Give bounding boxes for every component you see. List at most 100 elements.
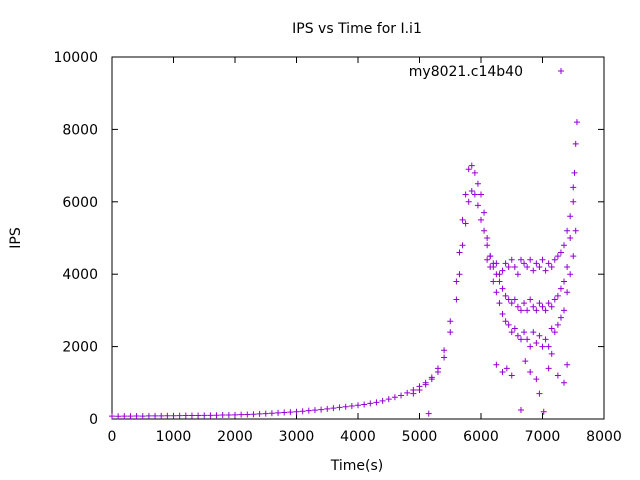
data-point	[522, 358, 529, 365]
data-point	[508, 372, 515, 379]
data-point	[517, 406, 524, 413]
legend-marker-icon	[558, 68, 564, 74]
data-point	[447, 329, 454, 336]
data-point	[517, 336, 524, 343]
data-point	[517, 256, 524, 263]
data-point	[542, 336, 549, 343]
data-point	[499, 311, 506, 318]
legend-marker-icon	[558, 68, 564, 74]
data-point	[505, 296, 512, 303]
data-point	[530, 267, 537, 274]
data-point	[502, 260, 509, 267]
data-point	[441, 354, 448, 361]
data-point	[468, 162, 475, 169]
data-point	[496, 278, 503, 285]
data-point	[554, 253, 561, 260]
data-point	[540, 408, 547, 415]
data-point	[557, 314, 564, 321]
data-point	[348, 402, 355, 409]
data-point	[416, 387, 423, 394]
data-point	[391, 394, 398, 401]
data-point	[499, 368, 506, 375]
data-point	[502, 292, 509, 299]
data-point	[158, 412, 165, 419]
x-tick-label: 6000	[463, 429, 499, 445]
data-point	[459, 242, 466, 249]
y-tick-label: 10000	[53, 50, 98, 66]
data-point	[201, 412, 208, 419]
data-point	[318, 406, 325, 413]
data-point	[503, 365, 510, 372]
data-point	[456, 271, 463, 278]
data-point	[361, 401, 368, 408]
data-point	[115, 413, 122, 420]
data-point	[493, 289, 500, 296]
x-tick-label: 4000	[340, 429, 376, 445]
data-point	[521, 300, 528, 307]
data-point	[164, 412, 171, 419]
data-point	[468, 187, 475, 194]
data-point	[434, 368, 441, 375]
y-tick-label: 4000	[62, 267, 98, 283]
x-axis-label: Time(s)	[330, 458, 383, 474]
data-point	[554, 321, 561, 328]
x-tick-label: 3000	[279, 429, 315, 445]
data-point	[238, 411, 245, 418]
data-point	[262, 410, 269, 417]
x-tick-label: 8000	[586, 429, 622, 445]
data-point	[373, 399, 380, 406]
data-point	[441, 347, 448, 354]
data-point	[536, 300, 543, 307]
x-tick-label: 0	[108, 429, 117, 445]
data-point	[561, 242, 568, 249]
data-point	[232, 411, 238, 418]
data-point	[533, 260, 540, 267]
data-point	[496, 300, 503, 307]
data-point	[453, 278, 460, 285]
data-point	[459, 216, 466, 223]
data-point	[548, 350, 555, 357]
data-point	[250, 411, 257, 418]
data-point	[551, 256, 558, 263]
data-point	[447, 318, 454, 325]
data-point	[428, 376, 435, 383]
x-tick-label: 2000	[217, 429, 253, 445]
data-point	[496, 271, 503, 278]
data-point	[311, 407, 318, 414]
data-point	[539, 256, 546, 263]
data-point	[422, 381, 429, 388]
data-point	[508, 329, 515, 336]
axis-ticks: 0 1000 2000 3000 4000 5000 6000 7000 8000 0 2000 40…	[53, 50, 621, 445]
data-point	[539, 303, 546, 310]
data-point	[551, 329, 558, 336]
data-point	[478, 216, 484, 223]
legend: my8021.c14b40	[409, 64, 564, 80]
x-tick-label: 5000	[402, 429, 438, 445]
data-point	[465, 198, 472, 205]
data-point	[572, 227, 579, 234]
data-point	[545, 260, 552, 267]
data-point	[505, 321, 512, 328]
data-point	[527, 296, 534, 303]
data-point	[527, 343, 534, 350]
data-point	[474, 202, 481, 209]
data-point	[567, 213, 574, 220]
data-point	[465, 166, 472, 173]
data-point	[508, 300, 515, 307]
data-point	[404, 389, 411, 396]
data-point	[299, 408, 306, 415]
y-axis-label: IPS	[8, 227, 24, 249]
y-tick-label: 6000	[62, 195, 98, 211]
data-point	[570, 184, 577, 191]
data-point	[514, 271, 521, 278]
data-point	[219, 412, 226, 419]
data-point	[505, 263, 512, 270]
x-tick-label: 1000	[156, 429, 192, 445]
data-point	[524, 263, 531, 270]
data-point	[425, 410, 432, 417]
data-point	[195, 412, 202, 419]
data-point	[188, 412, 195, 419]
data-point	[511, 296, 518, 303]
data-point	[481, 227, 488, 234]
